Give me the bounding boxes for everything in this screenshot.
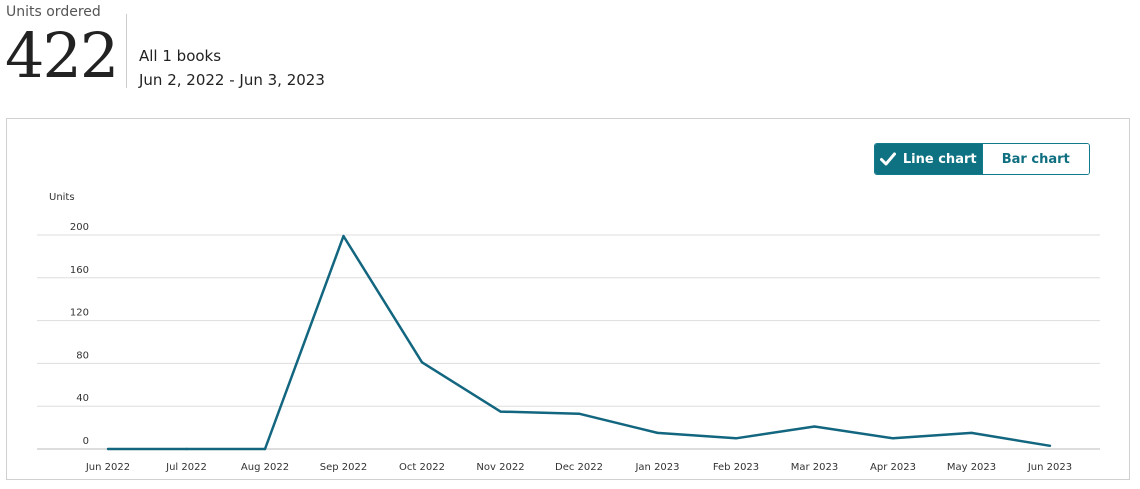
line-chart-label: Line chart: [902, 151, 977, 167]
line-chart-button[interactable]: Line chart: [875, 144, 982, 174]
data-point: [420, 361, 424, 364]
metric-label: Units ordered: [6, 4, 101, 20]
x-tick-label: Jul 2022: [165, 462, 207, 473]
x-tick-label: Jun 2022: [85, 462, 130, 473]
data-point: [106, 447, 110, 451]
data-point: [891, 437, 895, 440]
x-tick-label: May 2023: [947, 462, 996, 473]
data-point: [263, 447, 267, 451]
date-range-label: Jun 2, 2022 - Jun 3, 2023: [139, 71, 325, 89]
checkmark-icon: [879, 152, 896, 166]
data-point: [185, 447, 188, 451]
book-scope-label: All 1 books: [139, 47, 222, 65]
data-point: [577, 412, 581, 415]
y-tick-label: 200: [70, 222, 89, 233]
metric-value: 422: [5, 19, 119, 92]
y-tick-label: 80: [76, 350, 89, 361]
data-point: [813, 425, 816, 428]
y-tick-labels: 0 40 80 120 160 200: [70, 222, 89, 447]
x-tick-label: Nov 2022: [476, 462, 524, 473]
x-tick-label: Dec 2022: [555, 462, 603, 473]
data-point: [499, 410, 502, 413]
y-axis-title: Units: [49, 192, 75, 203]
y-tick-label: 160: [70, 265, 89, 276]
y-tick-label: 40: [76, 393, 89, 404]
chart-type-toggle: Line chart Bar chart: [874, 143, 1090, 175]
x-tick-labels: Jun 2022 Jul 2022 Aug 2022 Sep 2022 Oct 2022…: [85, 462, 1072, 473]
data-point: [970, 431, 973, 435]
series-layer: [106, 234, 1052, 451]
data-point: [1048, 444, 1052, 447]
data-point: [656, 431, 659, 435]
x-tick-label: Oct 2022: [399, 462, 445, 473]
gridlines: [37, 234, 1100, 450]
x-tick-label: Apr 2023: [870, 462, 916, 473]
x-tick-label: Jan 2023: [634, 462, 679, 473]
y-tick-label: 120: [70, 308, 89, 319]
data-point: [342, 234, 345, 238]
series-line: [108, 234, 1051, 451]
chart-panel: [6, 118, 1130, 480]
metric-divider: [126, 14, 127, 88]
y-tick-label: 0: [83, 436, 89, 447]
x-tick-label: Aug 2022: [241, 462, 289, 473]
x-tick-label: Mar 2023: [791, 462, 839, 473]
x-tick-label: Sep 2022: [320, 462, 367, 473]
bar-chart-button[interactable]: Bar chart: [981, 144, 1089, 174]
x-tick-label: Feb 2023: [713, 462, 759, 473]
bar-chart-label: Bar chart: [1001, 151, 1070, 167]
data-point: [734, 437, 738, 440]
x-tick-label: Jun 2023: [1027, 462, 1072, 473]
